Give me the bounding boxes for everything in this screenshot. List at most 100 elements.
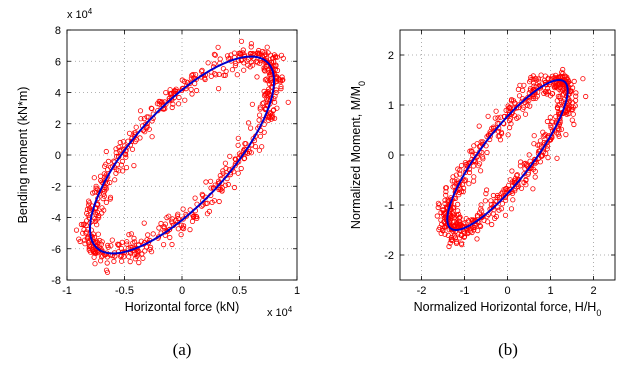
data-point	[483, 191, 489, 197]
data-point	[512, 176, 519, 182]
data-point	[99, 239, 105, 245]
data-point	[164, 215, 170, 221]
data-point	[521, 104, 527, 110]
y-tick-label: 0	[388, 150, 394, 162]
data-point	[222, 182, 229, 188]
data-point	[465, 218, 472, 224]
data-point	[133, 124, 139, 130]
data-point	[131, 163, 137, 169]
data-point	[118, 162, 125, 168]
data-point	[248, 41, 254, 47]
y-tick-label: 1	[388, 100, 394, 112]
data-point	[134, 253, 140, 259]
data-point	[493, 213, 499, 220]
data-point	[564, 111, 570, 117]
data-point	[98, 241, 105, 247]
data-point	[499, 201, 505, 207]
data-point	[192, 195, 198, 201]
data-point	[509, 168, 515, 174]
data-point	[532, 168, 538, 174]
data-point	[522, 166, 528, 172]
panel-a: -1 -0.5 0 0.5 1 -8 -6 -4 -2 0 2 4 6 8 Horizontal force…	[16, 7, 300, 360]
data-point	[212, 52, 218, 58]
data-point	[531, 133, 537, 139]
data-point	[503, 193, 509, 199]
data-point	[440, 207, 446, 213]
data-point	[580, 76, 586, 82]
data-point	[508, 206, 515, 212]
data-point	[237, 50, 243, 57]
data-point	[126, 130, 133, 136]
data-point	[96, 213, 102, 219]
data-point	[583, 93, 589, 100]
data-point	[116, 168, 122, 174]
data-point	[92, 218, 99, 224]
data-point	[211, 198, 217, 204]
data-point	[78, 221, 85, 228]
data-point	[499, 189, 506, 195]
data-point	[95, 250, 101, 256]
data-point	[540, 133, 546, 139]
data-point	[215, 44, 221, 50]
data-point	[523, 182, 529, 188]
data-point	[495, 204, 501, 210]
data-point	[149, 106, 155, 112]
data-point	[569, 117, 575, 123]
data-point	[190, 213, 197, 219]
data-point	[490, 124, 496, 130]
data-point	[458, 188, 465, 194]
data-point	[458, 163, 465, 169]
data-point	[510, 197, 516, 203]
data-point	[98, 258, 104, 264]
data-point	[446, 243, 452, 250]
data-point	[225, 181, 231, 188]
data-point	[180, 206, 186, 212]
y-tick-label: 2	[55, 119, 61, 131]
data-point	[188, 75, 194, 81]
data-point	[547, 93, 554, 99]
data-point	[219, 188, 225, 194]
data-point	[528, 74, 534, 81]
data-point	[218, 186, 224, 192]
data-point	[163, 90, 169, 96]
data-point	[470, 178, 477, 184]
data-point	[213, 72, 219, 78]
data-point	[459, 232, 465, 239]
data-point	[563, 132, 569, 138]
data-point	[142, 248, 148, 254]
data-point	[482, 198, 488, 204]
data-point	[545, 155, 551, 161]
data-point	[187, 80, 193, 87]
data-point	[124, 241, 130, 247]
data-point	[530, 95, 537, 102]
data-point	[176, 94, 182, 101]
data-point	[211, 51, 217, 58]
data-point	[267, 52, 274, 58]
data-point	[495, 128, 502, 134]
data-point	[104, 260, 110, 266]
data-point	[523, 176, 529, 183]
data-point	[220, 170, 226, 176]
data-point	[457, 171, 463, 177]
data-point	[123, 165, 130, 171]
data-point	[474, 214, 481, 220]
data-point	[130, 240, 136, 246]
data-point	[199, 67, 205, 73]
data-markers	[73, 38, 291, 275]
data-point	[158, 100, 164, 106]
data-point	[542, 88, 548, 95]
data-point	[95, 231, 101, 237]
data-point	[198, 68, 205, 74]
data-point	[119, 158, 126, 164]
data-point	[548, 122, 554, 129]
data-point	[126, 254, 132, 260]
data-point	[158, 220, 164, 227]
data-point	[490, 211, 496, 217]
data-point	[273, 63, 279, 69]
data-point	[101, 207, 107, 213]
data-point	[205, 60, 211, 66]
data-point	[516, 102, 522, 108]
data-point	[127, 258, 133, 265]
x-multiplier: x 104	[267, 305, 293, 320]
